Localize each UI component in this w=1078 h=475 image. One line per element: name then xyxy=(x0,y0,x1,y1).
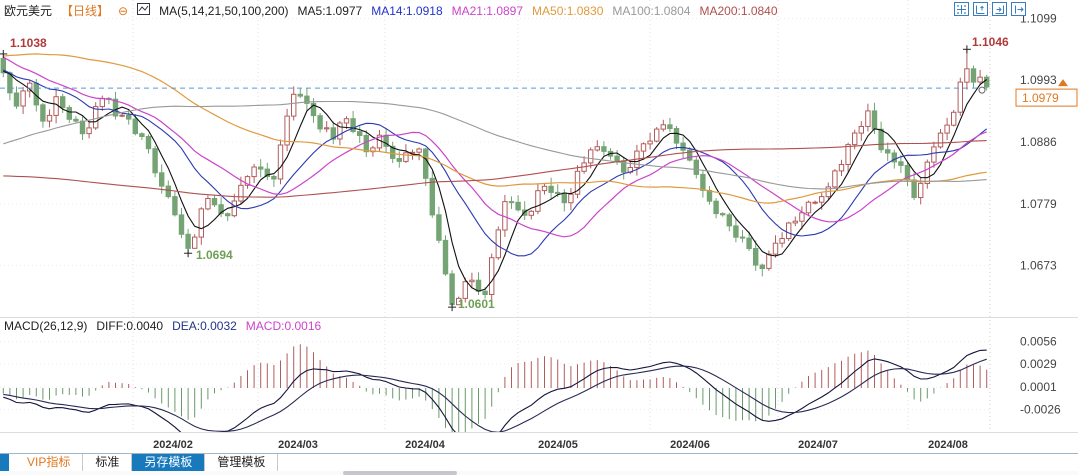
price-extreme-annotation: 1.1038 xyxy=(0,36,47,58)
month-label: 2024/03 xyxy=(278,439,318,451)
svg-text:1.1046: 1.1046 xyxy=(972,35,1009,49)
period-label: 【日线】 xyxy=(61,4,110,18)
month-label: 2024/05 xyxy=(538,439,578,451)
tab-bar-grip[interactable] xyxy=(0,454,9,471)
ma-line-21 xyxy=(3,56,987,238)
ma100-value: MA100:1.0804 xyxy=(612,3,691,18)
ma-indicator-icon xyxy=(137,3,151,18)
collapse-icon[interactable]: ⊖ xyxy=(118,3,129,18)
tab-label: 标准 xyxy=(95,455,120,469)
ma-lines xyxy=(3,53,988,292)
macd-group-label: MACD(26,12,9) xyxy=(4,319,88,333)
tab-label: 另存模板 xyxy=(144,455,193,469)
ma-line-200 xyxy=(3,140,987,198)
ma21-value: MA21:1.0897 xyxy=(451,3,524,18)
price-tick-label: 1.0993 xyxy=(1020,73,1057,87)
svg-text:1.1038: 1.1038 xyxy=(10,36,47,50)
symbol-name: 欧元美元 xyxy=(4,4,53,18)
macd-tick-label: 0.0001 xyxy=(1020,380,1057,394)
template-tab-bar: VIP指标 标准 另存模板 管理模板 xyxy=(0,453,1078,475)
tab-label: VIP指标 xyxy=(27,455,71,469)
svg-text:1.0601: 1.0601 xyxy=(458,297,495,311)
month-label: 2024/02 xyxy=(153,439,193,451)
horizontal-scrollbar[interactable] xyxy=(0,471,1078,475)
ma200-value: MA200:1.0840 xyxy=(699,3,778,18)
price-extreme-annotation: 1.1046 xyxy=(962,35,1009,54)
macd-legend: MACD(26,12,9) DIFF:0.0040 DEA:0.0032 MACD:0… xyxy=(4,319,321,333)
price-chart-canvas[interactable]: 1.0979 1.1099 1.0993 1.0886 1.0779 1.0673 0.00… xyxy=(0,0,1078,453)
macd-value: MACD:0.0016 xyxy=(245,319,322,333)
ma-line-50 xyxy=(3,53,987,204)
svg-text:1.0979: 1.0979 xyxy=(1022,91,1059,105)
ma50-value: MA50:1.0830 xyxy=(532,3,604,18)
chart-toolbar xyxy=(954,2,1026,16)
macd-histogram xyxy=(2,344,988,432)
ma-line-14 xyxy=(3,69,988,257)
collapse-panel-icon[interactable] xyxy=(1011,2,1026,16)
tab-save-template[interactable]: 另存模板 xyxy=(132,454,206,471)
macd-tick-label: -0.0026 xyxy=(1020,403,1061,417)
price-up-arrow-icon xyxy=(1058,79,1068,87)
price-axis-labels: 1.1099 1.0993 1.0886 1.0779 1.0673 0.0056 0.00… xyxy=(1020,12,1061,417)
last-price-marker xyxy=(978,86,986,94)
current-price-tag: 1.0979 xyxy=(1015,79,1078,107)
diff-line xyxy=(3,349,987,432)
scrollbar-thumb[interactable] xyxy=(343,471,457,475)
ma-line-5 xyxy=(3,70,988,292)
x-axis-labels: 2024/02 2024/03 2024/04 2024/05 2024/06 2024/… xyxy=(153,439,968,451)
month-label: 2024/07 xyxy=(798,439,838,451)
month-label: 2024/08 xyxy=(928,439,968,451)
tab-vip-indicators[interactable]: VIP指标 xyxy=(15,454,84,471)
x-axis-scale-icon[interactable] xyxy=(992,2,1007,16)
tab-manage-template[interactable]: 管理模板 xyxy=(205,454,279,471)
gridlines xyxy=(0,0,991,433)
crosshair-icon[interactable] xyxy=(954,2,969,16)
price-tick-label: 1.1099 xyxy=(1020,12,1057,26)
tab-label: 管理模板 xyxy=(217,455,266,469)
tab-standard[interactable]: 标准 xyxy=(83,454,133,471)
macd-tick-label: 0.0029 xyxy=(1020,357,1057,371)
price-tick-label: 1.0886 xyxy=(1020,135,1057,149)
candlesticks xyxy=(0,49,990,308)
main-chart-legend: 欧元美元 【日线】 ⊖ MA(5,14,21,50,100,200) MA5:1.097… xyxy=(4,2,778,19)
ma-group-label: MA(5,14,21,50,100,200) xyxy=(159,3,289,18)
ma5-value: MA5:1.0977 xyxy=(297,3,363,18)
price-extreme-annotation: 1.0694 xyxy=(184,248,233,262)
svg-text:1.0694: 1.0694 xyxy=(196,248,233,262)
diff-value: DIFF:0.0040 xyxy=(96,319,164,333)
price-extreme-annotation: 1.0601 xyxy=(448,297,495,312)
ma14-value: MA14:1.0918 xyxy=(371,3,443,18)
dea-value: DEA:0.0032 xyxy=(172,319,237,333)
y-axis-scale-icon[interactable] xyxy=(973,2,988,16)
macd-tick-label: 0.0056 xyxy=(1020,335,1057,349)
month-label: 2024/06 xyxy=(670,439,710,451)
month-label: 2024/04 xyxy=(405,439,446,451)
macd-lines xyxy=(3,349,987,432)
price-tick-label: 1.0779 xyxy=(1020,197,1057,211)
dea-line xyxy=(3,358,987,432)
ma-line-100 xyxy=(3,100,987,190)
price-tick-label: 1.0673 xyxy=(1020,258,1057,272)
